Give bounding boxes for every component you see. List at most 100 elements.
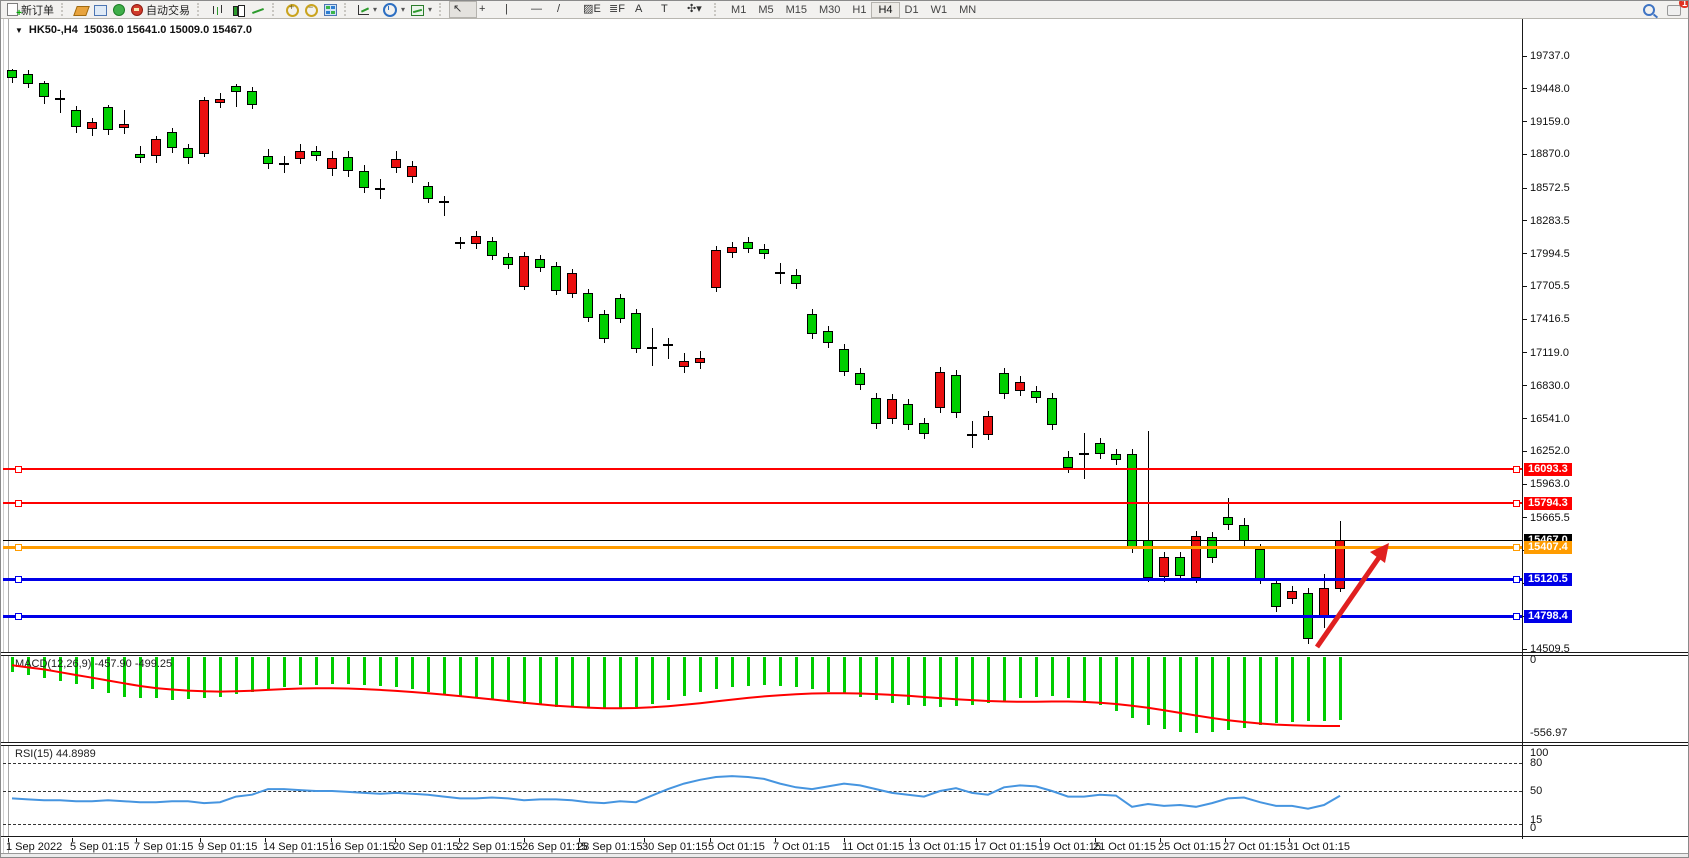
price-badge-16093.3[interactable]: 16093.3 <box>1524 462 1572 476</box>
price-badge-15794.3[interactable]: 15794.3 <box>1524 496 1572 510</box>
price-badge-15120.5[interactable]: 15120.5 <box>1524 573 1572 587</box>
hline-right-marker[interactable] <box>1513 499 1520 507</box>
tile-windows-button[interactable] <box>321 2 340 17</box>
timeframe-m15-button[interactable]: M15 <box>785 3 808 16</box>
timeframe-m1-button[interactable]: M1 <box>731 3 747 16</box>
candle <box>391 159 401 168</box>
search-button[interactable] <box>1640 2 1658 17</box>
macd-histogram-bar <box>891 657 894 703</box>
timeframe-m30-button[interactable]: M30 <box>819 3 841 16</box>
fibonacci-tool-button[interactable]: ≣F <box>609 3 625 15</box>
macd-histogram-bar <box>795 657 798 688</box>
toolbar-separator <box>344 3 351 16</box>
macd-histogram-bar <box>1211 657 1214 733</box>
candle <box>1047 398 1057 425</box>
signals-button[interactable] <box>110 2 128 17</box>
crosshair-tool-button[interactable]: + <box>479 3 486 15</box>
time-label: 7 Sep 01:15 <box>134 841 194 853</box>
rsi-axis-15: 15 <box>1530 814 1543 826</box>
zoom-in-button[interactable] <box>283 2 302 17</box>
time-label: 17 Oct 01:15 <box>974 841 1037 853</box>
hline-15120.5[interactable] <box>3 578 1522 582</box>
macd-histogram-bar <box>11 657 14 673</box>
time-label: 27 Oct 01:15 <box>1223 841 1286 853</box>
indicators-button[interactable]: ▾ <box>355 2 380 17</box>
hline-14798.4[interactable] <box>3 614 1522 618</box>
candlestick-mode-button[interactable] <box>228 2 248 17</box>
vertical-line-tool-button[interactable]: | <box>505 3 508 15</box>
charts-button[interactable] <box>72 2 91 17</box>
price-tick <box>1522 352 1527 354</box>
rsi-panel-divider[interactable] <box>1 742 1688 746</box>
candle-wick <box>1084 432 1085 479</box>
hline-15467.0[interactable] <box>3 539 1522 541</box>
cursor-tool-button[interactable]: ↖ <box>449 1 478 18</box>
macd-panel-divider[interactable] <box>1 652 1688 656</box>
equidistant-channel-tool-button[interactable]: ▨E <box>583 3 601 15</box>
bar-chart-icon <box>211 4 225 16</box>
notifications-button[interactable]: 1 <box>1664 1 1688 17</box>
hline-left-marker[interactable] <box>15 543 22 551</box>
hline-15794.3[interactable] <box>3 502 1522 505</box>
rsi-level-80 <box>3 763 1522 765</box>
candle <box>119 123 129 129</box>
candle <box>1175 557 1185 576</box>
timeframe-h4-button[interactable]: H4 <box>871 1 900 18</box>
timeframe-h1-button[interactable]: H1 <box>852 3 867 16</box>
templates-button[interactable]: ▾ <box>408 2 435 17</box>
candle <box>711 250 721 288</box>
candle <box>887 398 897 419</box>
bar-chart-mode-button[interactable] <box>208 2 228 17</box>
periods-button[interactable]: ▾ <box>380 2 408 17</box>
candle <box>39 82 49 97</box>
time-tick <box>395 838 396 842</box>
timeframe-d1-button[interactable]: D1 <box>904 3 919 16</box>
market-watch-button[interactable] <box>91 2 110 17</box>
hline-15407.4[interactable] <box>3 545 1522 549</box>
hline-right-marker[interactable] <box>1513 465 1520 473</box>
timeframe-w1-button[interactable]: W1 <box>930 3 948 16</box>
arrows-tool-button[interactable]: ✣▾ <box>687 3 702 15</box>
hline-left-marker[interactable] <box>15 612 22 620</box>
line-chart-mode-button[interactable] <box>248 2 268 17</box>
macd-histogram-bar <box>939 657 942 707</box>
candle-wick <box>444 195 445 216</box>
macd-histogram-bar <box>1003 657 1006 701</box>
price-tick <box>1522 285 1527 287</box>
zoom-out-button[interactable] <box>302 2 321 17</box>
macd-histogram-bar <box>955 657 958 707</box>
hline-left-marker[interactable] <box>15 499 22 507</box>
timeframe-m5-button[interactable]: M5 <box>758 3 774 16</box>
candle <box>23 74 33 84</box>
price-badge-15407.4[interactable]: 15407.4 <box>1524 540 1572 554</box>
macd-histogram-bar <box>1291 657 1294 722</box>
auto-trading-button[interactable]: 自动交易 <box>128 2 193 17</box>
horizontal-line-tool-button[interactable]: — <box>531 3 543 15</box>
text-tool-button[interactable]: A <box>635 3 643 15</box>
price-tick-label: 15963.0 <box>1530 478 1570 491</box>
hline-16093.3[interactable] <box>3 468 1522 471</box>
hline-right-marker[interactable] <box>1513 576 1520 584</box>
hline-left-marker[interactable] <box>15 576 22 584</box>
candle <box>199 100 209 154</box>
new-order-label: 新订单 <box>21 4 54 17</box>
price-badge-14798.4[interactable]: 14798.4 <box>1524 609 1572 623</box>
text-label-tool-button[interactable]: T <box>661 3 668 15</box>
rsi-level-15 <box>3 823 1522 825</box>
macd-histogram-bar <box>811 657 814 690</box>
hline-right-marker[interactable] <box>1513 543 1520 551</box>
hline-left-marker[interactable] <box>15 465 22 473</box>
macd-histogram-bar <box>251 657 254 692</box>
hline-right-marker[interactable] <box>1513 612 1520 620</box>
candle <box>967 433 977 436</box>
candle <box>599 313 609 340</box>
chart-dropdown-icon[interactable]: ▼ <box>15 25 23 35</box>
candle <box>439 200 449 203</box>
timeframe-mn-button[interactable]: MN <box>959 3 977 16</box>
price-tick-label: 14509.5 <box>1530 643 1570 655</box>
new-order-button[interactable]: 新订单 <box>4 2 57 19</box>
price-tick-label: 17119.0 <box>1530 346 1569 359</box>
macd-histogram-bar <box>667 657 670 700</box>
signal-icon <box>113 4 125 16</box>
trendline-tool-button[interactable]: / <box>557 3 561 15</box>
